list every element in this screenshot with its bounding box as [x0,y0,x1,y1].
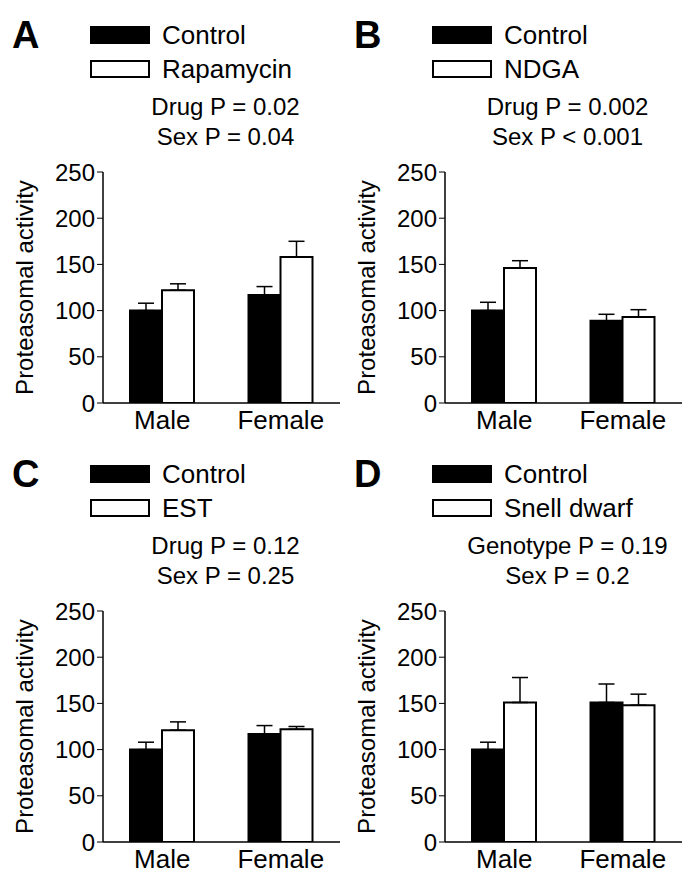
html-text:Drug P = 0.002: Drug P = 0.002 [486,93,649,120]
svg-text:Male: Male [476,844,532,874]
html-text:C: C [12,453,40,495]
html-text:Genotype P = 0.19: Genotype P = 0.19 [467,532,668,559]
svg-text:0: 0 [82,829,95,856]
svg-text:0: 0 [82,390,95,417]
svg-text:100: 100 [55,297,95,324]
html-text:Snell dwarf: Snell dwarf [504,492,633,523]
svg-text:150: 150 [55,690,95,717]
html-text:Drug P = 0.02: Drug P = 0.02 [151,93,300,120]
svg-text:100: 100 [397,297,437,324]
html-text:EST: EST [162,492,213,523]
html-text:Control: Control [162,458,246,489]
svg-text:250: 250 [397,159,437,186]
svg-text:150: 150 [397,251,437,278]
html-text:D: D [354,453,382,495]
html-text:Sex P < 0.001: Sex P < 0.001 [492,123,643,150]
svg-text:50: 50 [68,343,95,370]
svg-text:Male: Male [134,405,190,435]
svg-text:Proteasomal activity: Proteasomal activity [353,619,380,834]
html-text:Control: Control [504,19,588,50]
html-text:Drug P = 0.12: Drug P = 0.12 [151,532,300,559]
svg-text:Male: Male [134,844,190,874]
html-text:Rapamycin: Rapamycin [162,53,293,84]
svg-text:250: 250 [55,598,95,625]
svg-text:Proteasomal activity: Proteasomal activity [353,180,380,395]
svg-text:50: 50 [410,782,437,809]
svg-text:100: 100 [55,736,95,763]
svg-text:250: 250 [397,598,437,625]
svg-text:Female: Female [579,405,666,435]
svg-text:0: 0 [424,390,437,417]
svg-text:200: 200 [55,644,95,671]
html-text:Sex P = 0.2: Sex P = 0.2 [505,562,630,589]
svg-text:0: 0 [424,829,437,856]
svg-text:Female: Female [237,405,324,435]
svg-text:200: 200 [397,644,437,671]
html-text:A: A [12,14,40,56]
html-text:Control: Control [504,458,588,489]
html-text:Sex P = 0.25: Sex P = 0.25 [156,562,295,589]
svg-text:50: 50 [410,343,437,370]
svg-text:200: 200 [397,205,437,232]
svg-text:50: 50 [68,782,95,809]
svg-text:Female: Female [237,844,324,874]
html-text:NDGA: NDGA [504,53,580,84]
svg-text:200: 200 [55,205,95,232]
html-text:Sex P = 0.04: Sex P = 0.04 [156,123,295,150]
svg-text:150: 150 [55,251,95,278]
svg-text:250: 250 [55,159,95,186]
svg-text:Proteasomal activity: Proteasomal activity [11,619,38,834]
html-text:Control: Control [162,19,246,50]
svg-text:Proteasomal activity: Proteasomal activity [11,180,38,395]
svg-text:150: 150 [397,690,437,717]
svg-text:Female: Female [579,844,666,874]
svg-text:100: 100 [397,736,437,763]
svg-text:Male: Male [476,405,532,435]
html-text:B: B [354,14,382,56]
